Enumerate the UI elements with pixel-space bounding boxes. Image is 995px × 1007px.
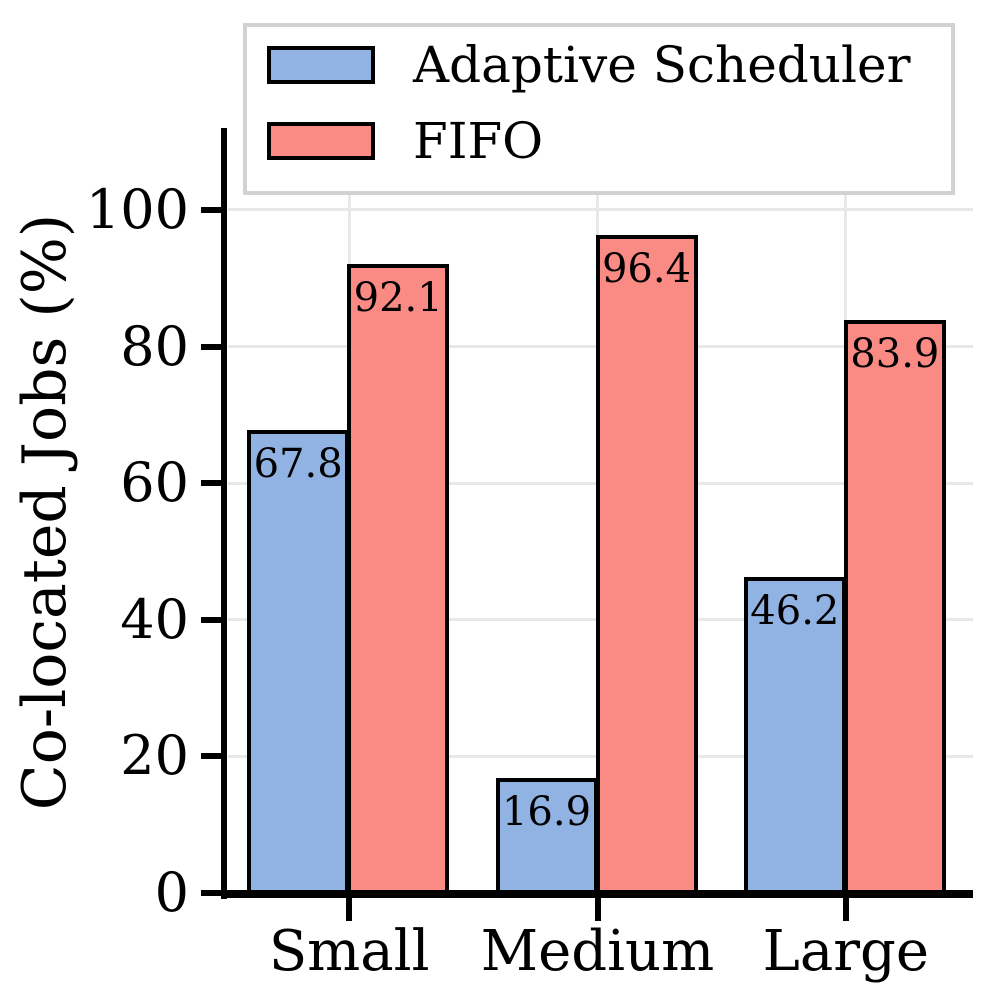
y-tick-label: 60 — [120, 451, 189, 515]
x-tick — [842, 897, 849, 921]
bar-fifo-medium — [595, 234, 698, 895]
x-tick-label-small: Small — [268, 919, 430, 984]
bar-adaptive-scheduler-medium — [495, 777, 598, 895]
bar-value-label: 16.9 — [501, 788, 592, 835]
y-tick — [201, 890, 225, 896]
x-tick-label-medium: Medium — [480, 919, 715, 984]
x-axis-line — [221, 890, 973, 898]
y-tick — [201, 753, 225, 760]
legend-swatch-adaptive-scheduler — [267, 46, 375, 84]
bar-fifo-small — [347, 263, 450, 895]
y-tick-label: 0 — [154, 861, 189, 924]
legend-item-adaptive-scheduler: Adaptive Scheduler — [267, 40, 951, 90]
y-axis-title: Co-located Jobs (%) — [10, 213, 80, 811]
bar-value-label: 92.1 — [353, 274, 443, 321]
y-axis-line — [221, 128, 227, 899]
bar-adaptive-scheduler-small — [247, 429, 350, 895]
y-tick-label: 80 — [120, 314, 189, 378]
y-tick-label: 20 — [120, 724, 189, 788]
x-tick — [346, 897, 353, 921]
legend-item-fifo: FIFO — [267, 116, 951, 166]
y-tick — [201, 616, 225, 623]
y-tick — [201, 343, 225, 350]
bar-value-label: 83.9 — [850, 330, 940, 377]
gridline-horizontal — [228, 208, 973, 212]
bar-value-label: 46.2 — [750, 588, 840, 635]
bar-fifo-large — [843, 319, 946, 895]
y-tick — [201, 480, 225, 487]
legend-label-fifo: FIFO — [413, 112, 544, 170]
y-tick-label: 40 — [120, 587, 189, 651]
y-tick-label: 100 — [85, 177, 189, 241]
x-tick — [594, 897, 601, 921]
y-tick — [201, 206, 225, 213]
legend: Adaptive Scheduler FIFO — [243, 23, 955, 195]
bar-value-label: 96.4 — [601, 245, 692, 292]
x-tick-label-large: Large — [762, 919, 929, 984]
legend-swatch-fifo — [267, 122, 375, 160]
legend-label-adaptive-scheduler: Adaptive Scheduler — [413, 36, 911, 94]
bar-value-label: 67.8 — [253, 440, 343, 487]
